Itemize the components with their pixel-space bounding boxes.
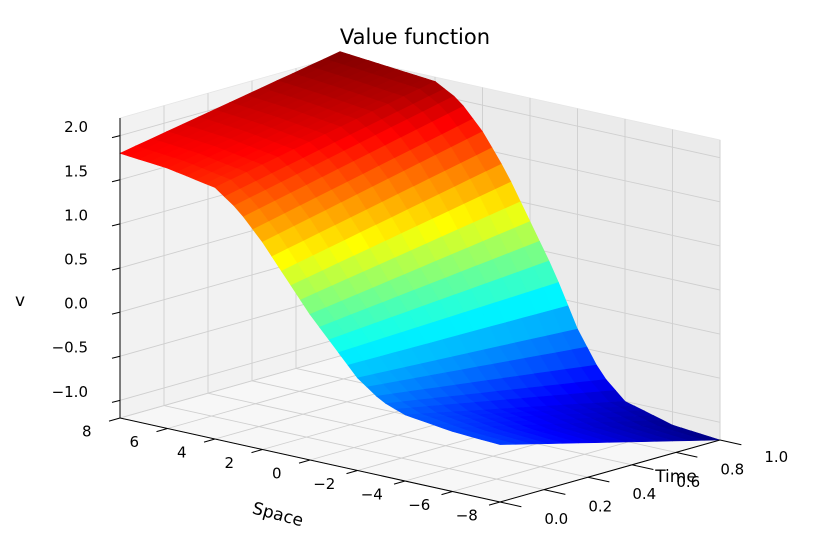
x-tick-label: 0 (272, 464, 282, 482)
x-tick-label: 6 (130, 433, 140, 451)
z-tick-label: 0.5 (64, 251, 88, 269)
y-tick-label: 0.0 (544, 510, 568, 528)
tick-labels: 8 6 4 2 0 −2 −4 −6 −8 0.0 0.2 0.4 0.6 0.8 1.0 −1.0 −0.5 0… (52, 118, 789, 528)
tick-marks (108, 135, 742, 508)
x-tick (108, 417, 121, 422)
x-tick (346, 470, 358, 475)
z-axis-label: v (15, 291, 25, 311)
y-tick (587, 476, 610, 483)
z-tick (111, 355, 121, 359)
z-tick (111, 267, 121, 271)
y-tick (719, 439, 742, 446)
grid-floor-space (167, 366, 388, 429)
x-tick (156, 428, 168, 433)
z-tick (111, 179, 121, 183)
chart-title: Value function (340, 25, 490, 49)
z-tick-label: 1.5 (64, 162, 88, 180)
y-axis-label: Time (654, 467, 697, 487)
y-tick-label: 0.4 (632, 485, 656, 503)
x-tick-label: −2 (313, 475, 335, 493)
y-tick-label: 0.6 (676, 473, 700, 491)
y-tick-label: 0.2 (588, 498, 612, 516)
z-tick-label: 2.0 (64, 118, 88, 136)
x-tick-label: −8 (456, 506, 478, 524)
y-tick-label: 0.8 (720, 460, 744, 478)
surface (119, 51, 721, 445)
z-tick-label: −0.5 (52, 339, 88, 357)
x-tick-label: 8 (82, 422, 92, 440)
z-tick-label: 1.0 (64, 206, 88, 224)
x-tick (488, 501, 501, 506)
z-tick-label: −1.0 (52, 383, 88, 401)
x-tick (203, 438, 216, 443)
y-tick (543, 489, 566, 495)
y-tick (631, 464, 654, 471)
grid-floor-time (163, 405, 545, 491)
x-tick-label: −4 (361, 485, 383, 503)
y-tick (499, 501, 522, 508)
x-axis-label: Space (250, 499, 305, 532)
x-tick-label: 2 (225, 454, 235, 472)
x-tick (298, 459, 311, 464)
x-tick-label: 4 (177, 443, 187, 461)
x-tick-label: −6 (408, 496, 430, 514)
z-tick (111, 399, 121, 403)
surface-patch (490, 441, 516, 445)
z-tick (111, 223, 121, 227)
y-tick (675, 451, 698, 458)
x-tick (393, 480, 406, 485)
z-tick (111, 135, 121, 139)
y-axis-line (499, 439, 721, 503)
x-tick (251, 449, 263, 454)
x-tick (441, 491, 453, 496)
z-tick-label: 0.0 (64, 295, 88, 313)
grid-floor-space (119, 355, 341, 419)
y-tick-label: 1.0 (764, 448, 788, 466)
grid-floor-time (207, 392, 589, 478)
z-tick (111, 311, 121, 315)
grid-left-value (119, 337, 341, 401)
